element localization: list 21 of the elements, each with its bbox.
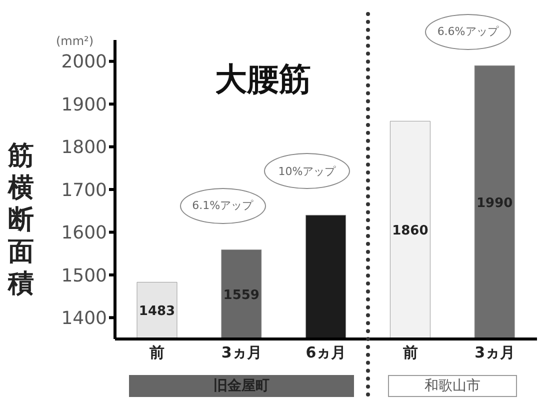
x-tick-label: 3ヵ月 (474, 344, 516, 362)
x-tick-label: 前 (402, 344, 418, 362)
y-tick-label: 1500 (61, 265, 107, 286)
data-label: 1990 (476, 196, 513, 211)
data-label: 1860 (392, 224, 428, 239)
y-axis-title: 筋横断面積 (8, 140, 35, 300)
y-tick-label: 1600 (61, 222, 107, 244)
text: 大腰筋 (215, 59, 311, 100)
data-label: 1559 (223, 288, 260, 303)
text: 和歌山市 (388, 375, 517, 397)
y-tick-label: 1900 (61, 94, 107, 116)
y-tick-label: 1700 (61, 180, 107, 201)
data-label: 1483 (138, 304, 176, 320)
y-tick-label: 1800 (61, 137, 107, 158)
x-tick-label: 6ヵ月 (306, 344, 346, 362)
text: (mm²) (56, 34, 94, 48)
text: 旧金屋町 (129, 375, 354, 397)
y-tick-label: 1400 (61, 308, 107, 330)
x-tick-label: 3ヵ月 (221, 344, 262, 362)
y-tick-label: 2000 (61, 52, 107, 73)
x-tick-label: 前 (148, 344, 165, 362)
